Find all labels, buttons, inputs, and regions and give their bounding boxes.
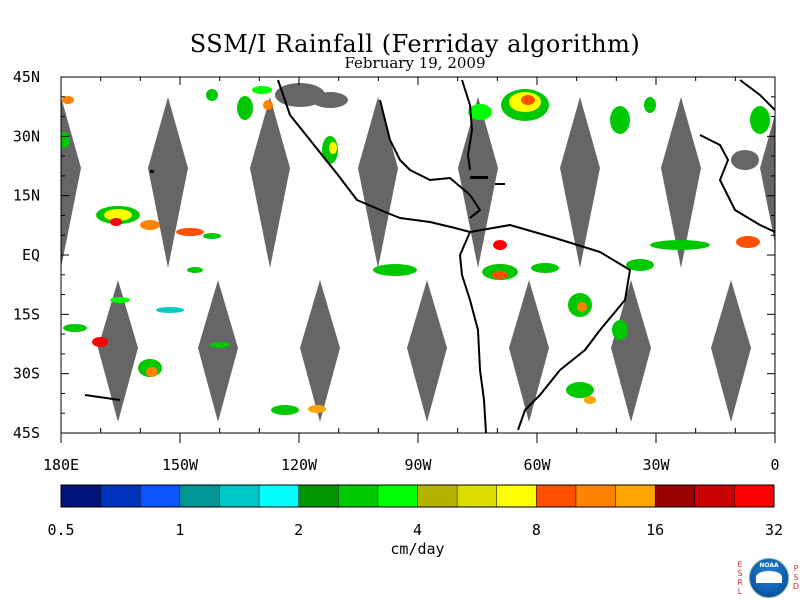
noaa-bird-icon	[756, 571, 782, 583]
lat-label-15N: 15N	[13, 187, 40, 205]
lat-label-EQ: EQ	[22, 246, 40, 264]
lon-label-180E: 180E	[43, 456, 79, 474]
lon-label-120W: 120W	[281, 456, 318, 474]
lon-label-60W: 60W	[523, 456, 551, 474]
colorbar-swatch-5	[259, 485, 300, 507]
missing-swath-south-4	[509, 280, 549, 422]
colorbar-swatch-1	[100, 485, 141, 507]
rain-north-atlantic	[468, 89, 770, 134]
missing-swath-north-3	[358, 97, 398, 268]
lat-label-45S: 45S	[13, 424, 40, 442]
colorbar-tick-2: 2	[294, 521, 304, 539]
colorbar-swatch-15	[655, 485, 696, 507]
missing-swath-south-0	[98, 280, 138, 422]
lon-label-30W: 30W	[642, 456, 670, 474]
colorbar-swatch-11	[496, 485, 537, 507]
map-body	[61, 79, 775, 433]
missing-swath-north-5	[560, 97, 600, 268]
colorbar-swatch-2	[140, 485, 181, 507]
missing-swath-south-2	[300, 280, 340, 422]
rain-itcz-atlantic	[612, 236, 760, 340]
lat-label-30S: 30S	[13, 365, 40, 383]
missing-swath-north-7	[760, 114, 775, 243]
colorbar-tick-32: 32	[764, 521, 784, 539]
missing-land-2	[731, 150, 759, 170]
missing-swath-north-2	[250, 97, 290, 268]
colorbar-swatch-13	[575, 485, 617, 507]
colorbar-swatch-6	[298, 485, 339, 507]
colorbar	[60, 484, 775, 508]
rain-north-pacific-west	[96, 206, 221, 239]
colorbar-swatch-12	[536, 485, 577, 507]
colorbar-tick-8: 8	[531, 521, 541, 539]
missing-swath-south-5	[611, 280, 651, 422]
colorbar-swatch-3	[179, 485, 220, 507]
colorbar-tick-1: 1	[175, 521, 185, 539]
colorbar-swatch-0	[61, 485, 102, 507]
rain-north-pacific-east	[61, 86, 338, 164]
lat-label-45N: 45N	[13, 68, 40, 86]
lon-label-90W: 90W	[404, 456, 432, 474]
colorbar-swatch-8	[377, 485, 418, 507]
colorbar-swatch-4	[219, 485, 260, 507]
missing-swath-south-6	[711, 280, 751, 422]
latitude-axis: 45N 30N 15N EQ 15S 30S 45S	[13, 68, 775, 442]
rain-south-pacific	[63, 267, 326, 415]
colorbar-tick-0.5: 0.5	[47, 521, 75, 539]
missing-swath-north-1	[148, 97, 188, 268]
lon-label-0: 0	[770, 456, 779, 474]
chart-subtitle: February 19, 2009	[344, 54, 486, 72]
caribbean-islands	[150, 170, 505, 185]
colorbar-swatch-7	[338, 485, 379, 507]
missing-land-1	[312, 92, 348, 108]
colorbar-swatch-10	[457, 485, 498, 507]
lat-label-30N: 30N	[13, 127, 40, 145]
missing-swath-south-1	[198, 280, 238, 422]
colorbar-swatch-17	[734, 485, 775, 507]
colorbar-tick-16: 16	[646, 521, 665, 539]
missing-swath-south-3	[407, 280, 447, 422]
chart-title: SSM/I Rainfall (Ferriday algorithm)	[189, 30, 641, 58]
rainfall-patches	[61, 86, 770, 415]
noaa-emblem: NOAA	[749, 558, 789, 598]
coastlines	[84, 79, 775, 433]
colorbar-units: cm/day	[390, 540, 445, 558]
colorbar-swatch-14	[615, 485, 656, 507]
lon-label-150W: 150W	[162, 456, 199, 474]
lat-label-15S: 15S	[13, 305, 40, 323]
colorbar-swatch-9	[417, 485, 458, 507]
missing-swath-north-6	[661, 97, 701, 268]
colorbar-swatch-16	[694, 485, 735, 507]
longitude-axis: 180E 150W 120W 90W 60W 30W 0	[43, 77, 780, 474]
colorbar-tick-4: 4	[412, 521, 423, 539]
rain-south-america	[373, 240, 596, 404]
missing-swath-north-4	[458, 97, 498, 268]
